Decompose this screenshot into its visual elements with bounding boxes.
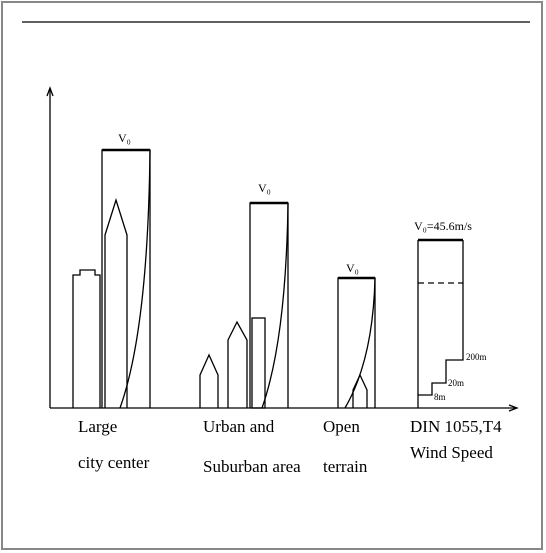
height-label: 20m <box>448 378 464 388</box>
group-label: Large <box>78 417 117 436</box>
group-label: terrain <box>323 457 368 476</box>
group-label: DIN 1055,T4 <box>410 417 502 436</box>
group-label: Urban and <box>203 417 275 436</box>
diagram: V₀ V₀ V₀ V₀=45.6m/s 200m 20m 8m Large ci… <box>0 0 546 553</box>
group-label: Open <box>323 417 360 436</box>
wind-label: V₀=45.6m/s <box>414 219 472 233</box>
group-label: Wind Speed <box>410 443 493 462</box>
wind-label: V₀ <box>258 181 271 195</box>
wind-label: V₀ <box>118 131 131 145</box>
wind-label: V₀ <box>346 261 359 275</box>
height-label: 200m <box>466 352 487 362</box>
group-label: city center <box>78 453 150 472</box>
height-label: 8m <box>434 392 446 402</box>
group-label: Suburban area <box>203 457 301 476</box>
